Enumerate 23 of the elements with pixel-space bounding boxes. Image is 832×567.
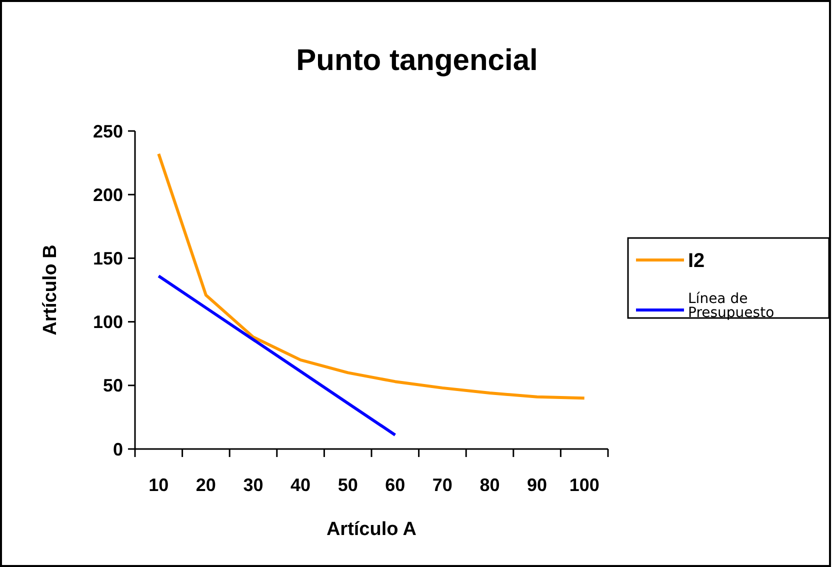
x-axis-title: Artículo A (326, 519, 417, 540)
line-series (157, 152, 586, 400)
x-tick-label: 60 (385, 475, 406, 495)
x-tick-label: 50 (338, 475, 358, 495)
line-series (157, 274, 397, 437)
legend-label: I2 (688, 250, 705, 272)
legend-label: Línea de Presupuesto (688, 290, 774, 321)
y-axis-title: Artículo B (40, 244, 61, 336)
x-tick-label: 90 (527, 475, 548, 495)
y-tick-label: 150 (92, 248, 123, 268)
x-tick-label: 80 (480, 475, 500, 495)
y-tick-label: 0 (112, 439, 123, 460)
x-tick-label: 20 (196, 475, 216, 495)
x-tick-label: 70 (432, 475, 452, 495)
y-tick-label: 250 (92, 121, 123, 142)
chart-title: Punto tangencial (296, 44, 538, 77)
x-tick-label: 10 (148, 475, 169, 495)
x-tick-label: 40 (290, 475, 311, 495)
y-tick-label: 200 (92, 184, 123, 205)
x-tick-label: 100 (569, 475, 600, 495)
y-tick-label: 50 (102, 376, 123, 396)
y-tick-label: 100 (92, 312, 123, 332)
x-tick-label: 30 (243, 475, 264, 495)
